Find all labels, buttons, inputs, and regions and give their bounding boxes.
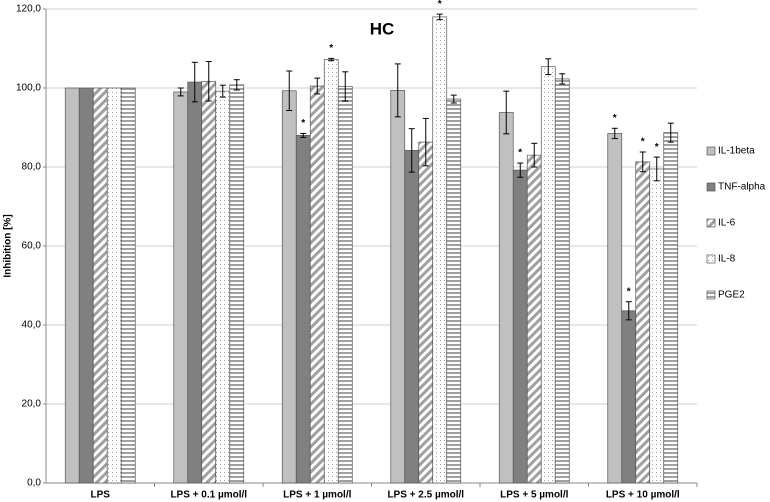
- x-tick-label: LPS + 1 µmol/l: [283, 490, 352, 501]
- y-axis-label: Inhibition [%]: [3, 214, 14, 277]
- chart-title: HC: [370, 19, 395, 38]
- y-tick-label: 40,0: [22, 320, 42, 331]
- bar: [540, 66, 556, 484]
- significance-marker: *: [641, 137, 645, 148]
- bar: [78, 87, 94, 484]
- y-tick-label: 80,0: [22, 162, 42, 173]
- bar: [337, 86, 353, 484]
- legend-label: PGE2: [718, 290, 745, 301]
- legend-swatch: [706, 182, 716, 192]
- bar: [649, 168, 665, 484]
- bar: [418, 141, 434, 484]
- bar: [498, 112, 514, 484]
- significance-marker: *: [627, 286, 631, 297]
- x-tick-label: LPS + 0.1 µmol/l: [170, 490, 247, 501]
- bar: [309, 85, 325, 484]
- bar: [120, 87, 136, 484]
- bar: [554, 78, 570, 484]
- bar: [323, 59, 339, 484]
- legend-label: IL-1beta: [718, 146, 755, 157]
- bar: [92, 87, 108, 484]
- x-tick-label: LPS + 10 µmol/l: [606, 490, 680, 501]
- legend-swatch: [706, 146, 716, 156]
- legend-label: IL-8: [718, 254, 736, 265]
- bar: [526, 154, 542, 484]
- bar: [215, 90, 231, 484]
- bar: [229, 84, 245, 484]
- bar: [446, 98, 462, 484]
- bar: [201, 80, 217, 484]
- bar: [607, 133, 623, 484]
- bar: [432, 16, 448, 484]
- bar: [404, 150, 420, 484]
- legend-swatch: [706, 290, 716, 300]
- y-tick-label: 100,0: [16, 83, 41, 94]
- y-tick-label: 0,0: [27, 478, 41, 489]
- y-tick-label: 20,0: [22, 399, 42, 410]
- bar: [512, 169, 528, 484]
- legend-label: IL-6: [718, 218, 736, 229]
- bar: [173, 91, 189, 484]
- significance-marker: *: [301, 118, 305, 129]
- bar: [106, 87, 122, 484]
- legend-swatch: [706, 218, 716, 228]
- bar: [281, 90, 297, 484]
- x-tick-label: LPS: [91, 490, 111, 501]
- bar: [187, 81, 203, 484]
- bar: [64, 87, 80, 484]
- bar: [663, 132, 679, 484]
- significance-marker: *: [438, 0, 442, 10]
- significance-marker: *: [329, 43, 333, 54]
- y-tick-label: 60,0: [22, 241, 42, 252]
- legend-swatch: [706, 254, 716, 264]
- significance-marker: *: [655, 142, 659, 153]
- significance-marker: *: [518, 148, 522, 159]
- bar: [390, 90, 406, 484]
- bar: [635, 161, 651, 484]
- y-tick-label: 120,0: [16, 4, 41, 15]
- bar: [295, 135, 311, 484]
- significance-marker: *: [613, 113, 617, 124]
- x-tick-label: LPS + 2.5 µmol/l: [387, 490, 464, 501]
- legend-label: TNF-alpha: [718, 182, 766, 193]
- bar: [621, 310, 637, 484]
- x-tick-label: LPS + 5 µmol/l: [500, 490, 569, 501]
